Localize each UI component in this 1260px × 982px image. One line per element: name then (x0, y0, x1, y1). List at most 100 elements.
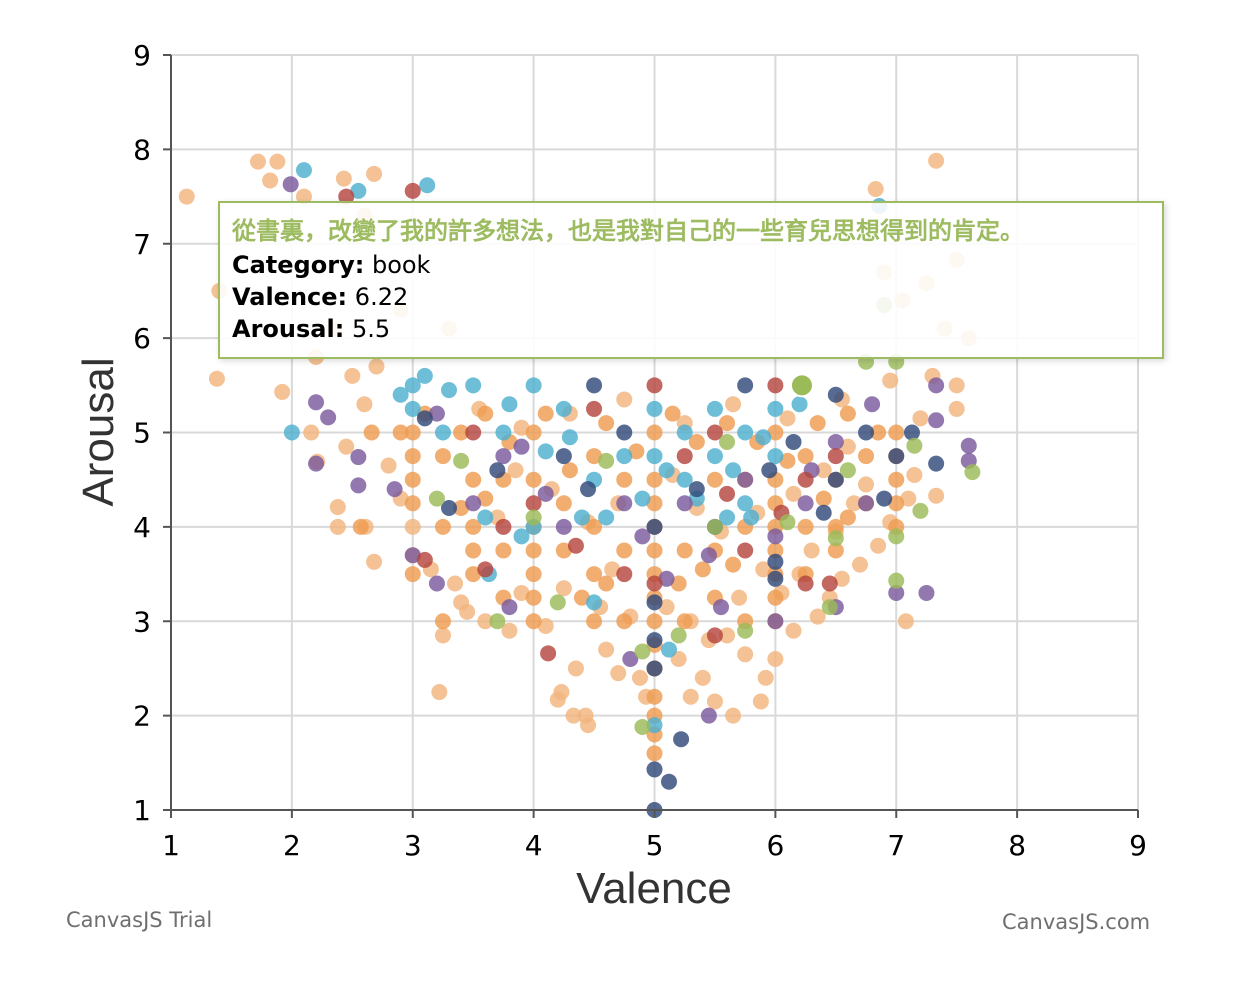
x-tick-label: 9 (1129, 829, 1147, 862)
data-point (555, 518, 572, 535)
data-point (580, 717, 597, 734)
y-tick-label: 6 (133, 322, 151, 355)
data-point (737, 495, 754, 512)
data-point (453, 424, 470, 441)
data-point (839, 462, 856, 479)
data-point (785, 622, 802, 639)
data-point (598, 452, 615, 469)
data-point (767, 424, 784, 441)
data-point (706, 518, 723, 535)
data-point (178, 188, 195, 205)
data-point (870, 537, 887, 554)
data-point (567, 537, 584, 554)
data-point (434, 424, 451, 441)
tooltip-arousal-value: 5.5 (351, 315, 391, 343)
data-point (858, 424, 875, 441)
series-group (428, 297, 981, 735)
data-point (767, 589, 784, 606)
data-point (815, 490, 832, 507)
tooltip-category-label: Category: (232, 251, 365, 279)
data-point (757, 669, 774, 686)
data-point (598, 415, 615, 432)
data-point (537, 617, 554, 634)
data-point (646, 377, 663, 394)
data-point (767, 570, 784, 587)
data-point (827, 530, 844, 547)
data-point (631, 669, 648, 686)
data-point (573, 589, 590, 606)
data-point (208, 370, 225, 387)
data-point (634, 490, 651, 507)
data-point (416, 551, 433, 568)
canvasjs-trial-credit: CanvasJS Trial (66, 908, 213, 932)
data-point (918, 584, 935, 601)
data-point (827, 542, 844, 559)
data-point (928, 152, 945, 169)
data-point (308, 455, 325, 472)
data-point (948, 377, 965, 394)
data-point (269, 153, 286, 170)
data-point (616, 471, 633, 488)
data-point (839, 405, 856, 422)
data-point (465, 542, 482, 559)
data-point (350, 182, 367, 199)
data-point (797, 471, 814, 488)
data-point (616, 542, 633, 559)
data-point (586, 400, 603, 417)
data-point (839, 438, 856, 455)
data-point (912, 502, 929, 519)
data-point (386, 481, 403, 498)
data-point (356, 396, 373, 413)
canvasjs-link[interactable]: CanvasJS.com (1002, 910, 1151, 934)
data-point (555, 495, 572, 512)
data-point (489, 613, 506, 630)
data-point (553, 684, 570, 701)
data-point (477, 405, 494, 422)
data-point (598, 641, 615, 658)
data-point (598, 509, 615, 526)
data-point (755, 561, 772, 578)
y-tick-label: 1 (133, 794, 151, 827)
data-point (525, 495, 542, 512)
data-point (628, 443, 645, 460)
data-point (737, 542, 754, 559)
data-point (928, 455, 945, 472)
data-point (960, 437, 977, 454)
data-point (646, 424, 663, 441)
data-point (752, 693, 769, 710)
data-point (352, 518, 369, 535)
data-point (329, 499, 346, 516)
data-point (441, 500, 458, 516)
data-point (809, 608, 826, 625)
data-point (815, 504, 832, 521)
data-point (282, 176, 299, 193)
data-point (928, 412, 945, 429)
data-point (525, 566, 542, 583)
data-point (676, 542, 693, 559)
tooltip-title: 從書裏，改變了我的許多想法，也是我對自己的一些育兒思想得到的肯定。 (232, 217, 1024, 245)
y-axis-title: Arousal (74, 357, 123, 506)
data-point (404, 424, 421, 441)
data-point (465, 377, 482, 394)
data-point (706, 424, 723, 441)
data-point (338, 438, 355, 455)
data-point (513, 419, 530, 436)
data-point (441, 382, 458, 399)
data-point (670, 575, 687, 592)
data-point (434, 613, 451, 630)
data-point (839, 509, 856, 526)
data-point (779, 410, 796, 427)
data-point (646, 575, 663, 592)
data-point (706, 471, 723, 488)
data-point (616, 613, 633, 630)
data-point (719, 433, 736, 450)
data-point (864, 396, 881, 413)
series-group (283, 162, 888, 734)
data-point (634, 643, 651, 660)
data-point (779, 514, 796, 531)
data-point (434, 518, 451, 535)
data-point (688, 433, 705, 450)
data-point (876, 490, 893, 507)
data-point (555, 400, 572, 417)
